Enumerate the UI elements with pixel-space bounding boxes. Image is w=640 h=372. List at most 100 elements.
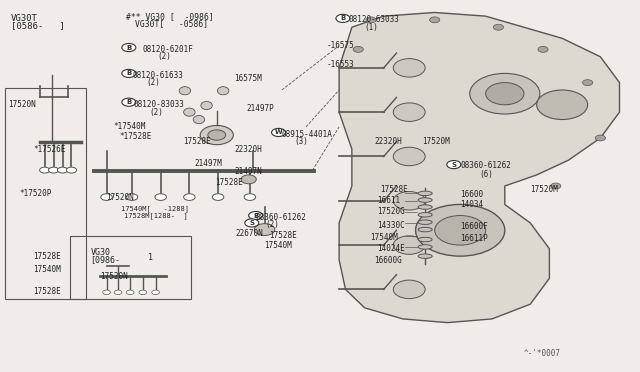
Ellipse shape <box>418 205 432 209</box>
Text: *17540M: *17540M <box>113 122 145 131</box>
Text: S: S <box>451 161 456 167</box>
Text: 17528E: 17528E <box>269 231 297 240</box>
Text: 22670N: 22670N <box>236 230 264 238</box>
Text: (6): (6) <box>479 170 493 179</box>
Circle shape <box>155 194 166 201</box>
Text: #** VG30 [  -0986]: #** VG30 [ -0986] <box>125 12 213 21</box>
Circle shape <box>248 211 262 219</box>
Text: (2): (2) <box>147 78 161 87</box>
Circle shape <box>67 167 77 173</box>
Ellipse shape <box>418 237 432 242</box>
Ellipse shape <box>418 191 432 196</box>
Circle shape <box>394 280 425 299</box>
Circle shape <box>353 46 364 52</box>
Text: 21497P: 21497P <box>246 104 275 113</box>
Circle shape <box>435 215 486 245</box>
Circle shape <box>245 219 259 227</box>
Text: 17528E: 17528E <box>33 287 61 296</box>
Circle shape <box>241 175 256 184</box>
Circle shape <box>538 46 548 52</box>
Text: 17520N: 17520N <box>100 272 128 281</box>
Circle shape <box>394 147 425 166</box>
Polygon shape <box>339 13 620 323</box>
Text: B: B <box>126 45 131 51</box>
Circle shape <box>595 135 605 141</box>
Ellipse shape <box>179 87 191 95</box>
Circle shape <box>493 24 504 30</box>
Ellipse shape <box>184 108 195 116</box>
Text: 17520M: 17520M <box>531 185 558 194</box>
Circle shape <box>114 290 122 295</box>
Text: -16575: -16575 <box>326 41 354 50</box>
Text: 17520M: 17520M <box>422 137 450 146</box>
Ellipse shape <box>418 254 432 259</box>
Text: 16600: 16600 <box>460 190 483 199</box>
Text: 16575M: 16575M <box>234 74 262 83</box>
Ellipse shape <box>418 227 432 232</box>
Circle shape <box>126 194 138 201</box>
Ellipse shape <box>418 212 432 217</box>
Text: B: B <box>126 70 131 76</box>
Text: (2): (2) <box>266 220 280 229</box>
Circle shape <box>366 17 376 23</box>
Text: 16611P: 16611P <box>460 234 488 243</box>
Bar <box>4 88 86 299</box>
Text: 17540M: 17540M <box>33 264 61 273</box>
Circle shape <box>271 128 285 137</box>
Circle shape <box>394 192 425 210</box>
Circle shape <box>394 236 425 254</box>
Circle shape <box>122 44 136 52</box>
Text: 17520N: 17520N <box>8 100 35 109</box>
Circle shape <box>415 205 505 256</box>
Circle shape <box>184 194 195 201</box>
Circle shape <box>429 17 440 23</box>
Text: 17540M: 17540M <box>370 233 397 242</box>
Text: VG30T: VG30T <box>11 13 38 22</box>
Text: 1: 1 <box>148 253 153 263</box>
Text: 14330C: 14330C <box>378 221 405 230</box>
Text: -16553: -16553 <box>326 60 354 69</box>
Text: *17520P: *17520P <box>19 189 52 198</box>
Text: (3): (3) <box>294 137 308 146</box>
Bar <box>70 236 191 299</box>
Text: 17520G: 17520G <box>378 206 405 216</box>
Circle shape <box>394 59 425 77</box>
Text: *17526E: *17526E <box>33 145 66 154</box>
Circle shape <box>126 290 134 295</box>
Text: 22320H: 22320H <box>234 145 262 154</box>
Text: 17528M[1288-  ]: 17528M[1288- ] <box>124 212 188 219</box>
Text: (2): (2) <box>149 108 163 117</box>
Ellipse shape <box>218 87 229 95</box>
Text: ^-'*0007: ^-'*0007 <box>524 349 561 358</box>
Circle shape <box>212 194 224 201</box>
Circle shape <box>102 290 110 295</box>
Text: VG30T[   -0586]: VG30T[ -0586] <box>135 19 209 28</box>
Text: [0586-   ]: [0586- ] <box>11 21 65 30</box>
Text: 17528E: 17528E <box>215 178 243 187</box>
Circle shape <box>447 161 461 169</box>
Text: 08360-61262: 08360-61262 <box>255 213 306 222</box>
Circle shape <box>100 194 112 201</box>
Circle shape <box>550 183 561 189</box>
Circle shape <box>122 69 136 77</box>
Text: [0986-: [0986- <box>91 255 120 264</box>
Text: 21497N: 21497N <box>234 167 262 176</box>
Circle shape <box>582 80 593 86</box>
Circle shape <box>336 14 350 22</box>
Text: 08120-83033: 08120-83033 <box>134 100 185 109</box>
Text: 16600G: 16600G <box>374 256 402 265</box>
Circle shape <box>200 125 234 145</box>
Text: B: B <box>126 99 131 105</box>
Text: VG30: VG30 <box>91 248 111 257</box>
Circle shape <box>394 103 425 121</box>
Text: 14024E: 14024E <box>378 244 405 253</box>
Text: 16600F: 16600F <box>460 222 488 231</box>
Text: 17540M[   -1288]: 17540M[ -1288] <box>121 205 189 212</box>
Circle shape <box>49 167 59 173</box>
Text: 21497M: 21497M <box>195 159 222 169</box>
Text: 08120-61633: 08120-61633 <box>132 71 183 80</box>
Ellipse shape <box>418 198 432 202</box>
Circle shape <box>122 98 136 106</box>
Ellipse shape <box>193 115 205 124</box>
Text: 17528E: 17528E <box>183 137 211 146</box>
